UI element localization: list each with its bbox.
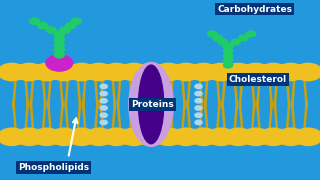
Circle shape: [50, 63, 78, 81]
Circle shape: [29, 18, 40, 24]
Circle shape: [223, 43, 233, 49]
Circle shape: [85, 128, 113, 145]
Circle shape: [246, 31, 256, 37]
Circle shape: [0, 128, 26, 145]
Circle shape: [276, 128, 305, 145]
Circle shape: [223, 43, 233, 49]
Circle shape: [172, 128, 200, 145]
Circle shape: [54, 31, 64, 37]
Circle shape: [137, 128, 165, 145]
Circle shape: [231, 39, 240, 45]
Circle shape: [195, 84, 202, 89]
Circle shape: [100, 120, 107, 125]
Circle shape: [195, 99, 202, 103]
Circle shape: [100, 84, 107, 89]
Circle shape: [224, 128, 252, 145]
Circle shape: [68, 128, 96, 145]
Text: Phospholipids: Phospholipids: [18, 163, 89, 172]
Circle shape: [33, 63, 61, 81]
Circle shape: [0, 63, 26, 81]
Circle shape: [33, 128, 61, 145]
Circle shape: [242, 63, 270, 81]
Circle shape: [242, 128, 270, 145]
Circle shape: [15, 128, 44, 145]
Circle shape: [120, 128, 148, 145]
Circle shape: [120, 63, 148, 81]
Circle shape: [276, 63, 305, 81]
Circle shape: [189, 128, 218, 145]
Text: Cholesterol: Cholesterol: [229, 75, 287, 84]
Circle shape: [54, 52, 64, 58]
Circle shape: [15, 63, 44, 81]
Circle shape: [46, 27, 56, 33]
Circle shape: [224, 63, 252, 81]
Text: Carbohydrates: Carbohydrates: [217, 4, 292, 14]
Circle shape: [100, 91, 107, 96]
Circle shape: [223, 48, 233, 54]
Circle shape: [207, 128, 235, 145]
Circle shape: [100, 99, 107, 103]
Circle shape: [54, 31, 64, 37]
Text: Proteins: Proteins: [131, 100, 174, 109]
Circle shape: [54, 42, 64, 48]
Circle shape: [71, 18, 81, 24]
Circle shape: [60, 27, 70, 33]
Circle shape: [66, 22, 76, 29]
Circle shape: [223, 62, 233, 68]
Circle shape: [155, 63, 183, 81]
Circle shape: [85, 63, 113, 81]
Circle shape: [223, 43, 233, 49]
Circle shape: [259, 128, 287, 145]
Circle shape: [223, 57, 233, 63]
Circle shape: [259, 63, 287, 81]
Circle shape: [102, 63, 131, 81]
Circle shape: [38, 22, 48, 29]
Ellipse shape: [139, 65, 164, 144]
Circle shape: [294, 128, 320, 145]
Circle shape: [213, 35, 222, 41]
Circle shape: [54, 47, 64, 53]
Circle shape: [218, 39, 228, 45]
Circle shape: [68, 63, 96, 81]
Circle shape: [50, 128, 78, 145]
Circle shape: [172, 63, 200, 81]
Circle shape: [195, 113, 202, 117]
Circle shape: [54, 31, 64, 37]
Circle shape: [102, 128, 131, 145]
Circle shape: [208, 31, 217, 37]
Circle shape: [239, 35, 248, 41]
Circle shape: [189, 63, 218, 81]
Ellipse shape: [129, 62, 173, 146]
Circle shape: [100, 113, 107, 117]
Circle shape: [155, 128, 183, 145]
Circle shape: [195, 106, 202, 110]
Circle shape: [223, 53, 233, 58]
Circle shape: [54, 36, 64, 43]
Circle shape: [137, 63, 165, 81]
Circle shape: [100, 106, 107, 110]
Circle shape: [195, 91, 202, 96]
Circle shape: [207, 63, 235, 81]
Circle shape: [195, 120, 202, 125]
Circle shape: [294, 63, 320, 81]
Circle shape: [46, 55, 73, 71]
